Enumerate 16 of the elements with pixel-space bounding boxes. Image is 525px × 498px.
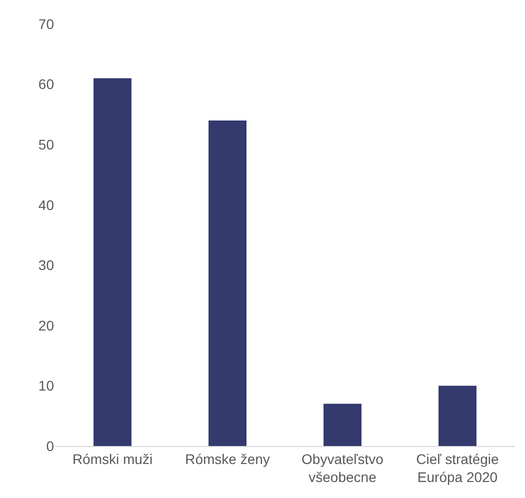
bar <box>438 386 476 446</box>
y-tick-label: 10 <box>38 378 54 394</box>
bar <box>208 120 246 446</box>
y-tick-label: 50 <box>38 136 54 152</box>
x-tick-label: Rómski muži <box>72 450 153 467</box>
y-tick-label: 20 <box>38 317 54 334</box>
y-tick-label: 70 <box>38 16 54 32</box>
y-tick-label: 40 <box>38 196 54 213</box>
y-tick-label: 30 <box>38 257 54 274</box>
bar <box>94 78 132 446</box>
y-tick-label: 0 <box>46 438 54 454</box>
y-tick-label: 60 <box>38 76 54 92</box>
bar <box>324 404 362 446</box>
x-tick-label: Obyvateľstvo všeobecne <box>302 450 384 485</box>
x-tick-label: Cieľ stratégie Európa 2020 <box>416 450 500 485</box>
x-tick-label: Rómske ženy <box>185 450 270 467</box>
